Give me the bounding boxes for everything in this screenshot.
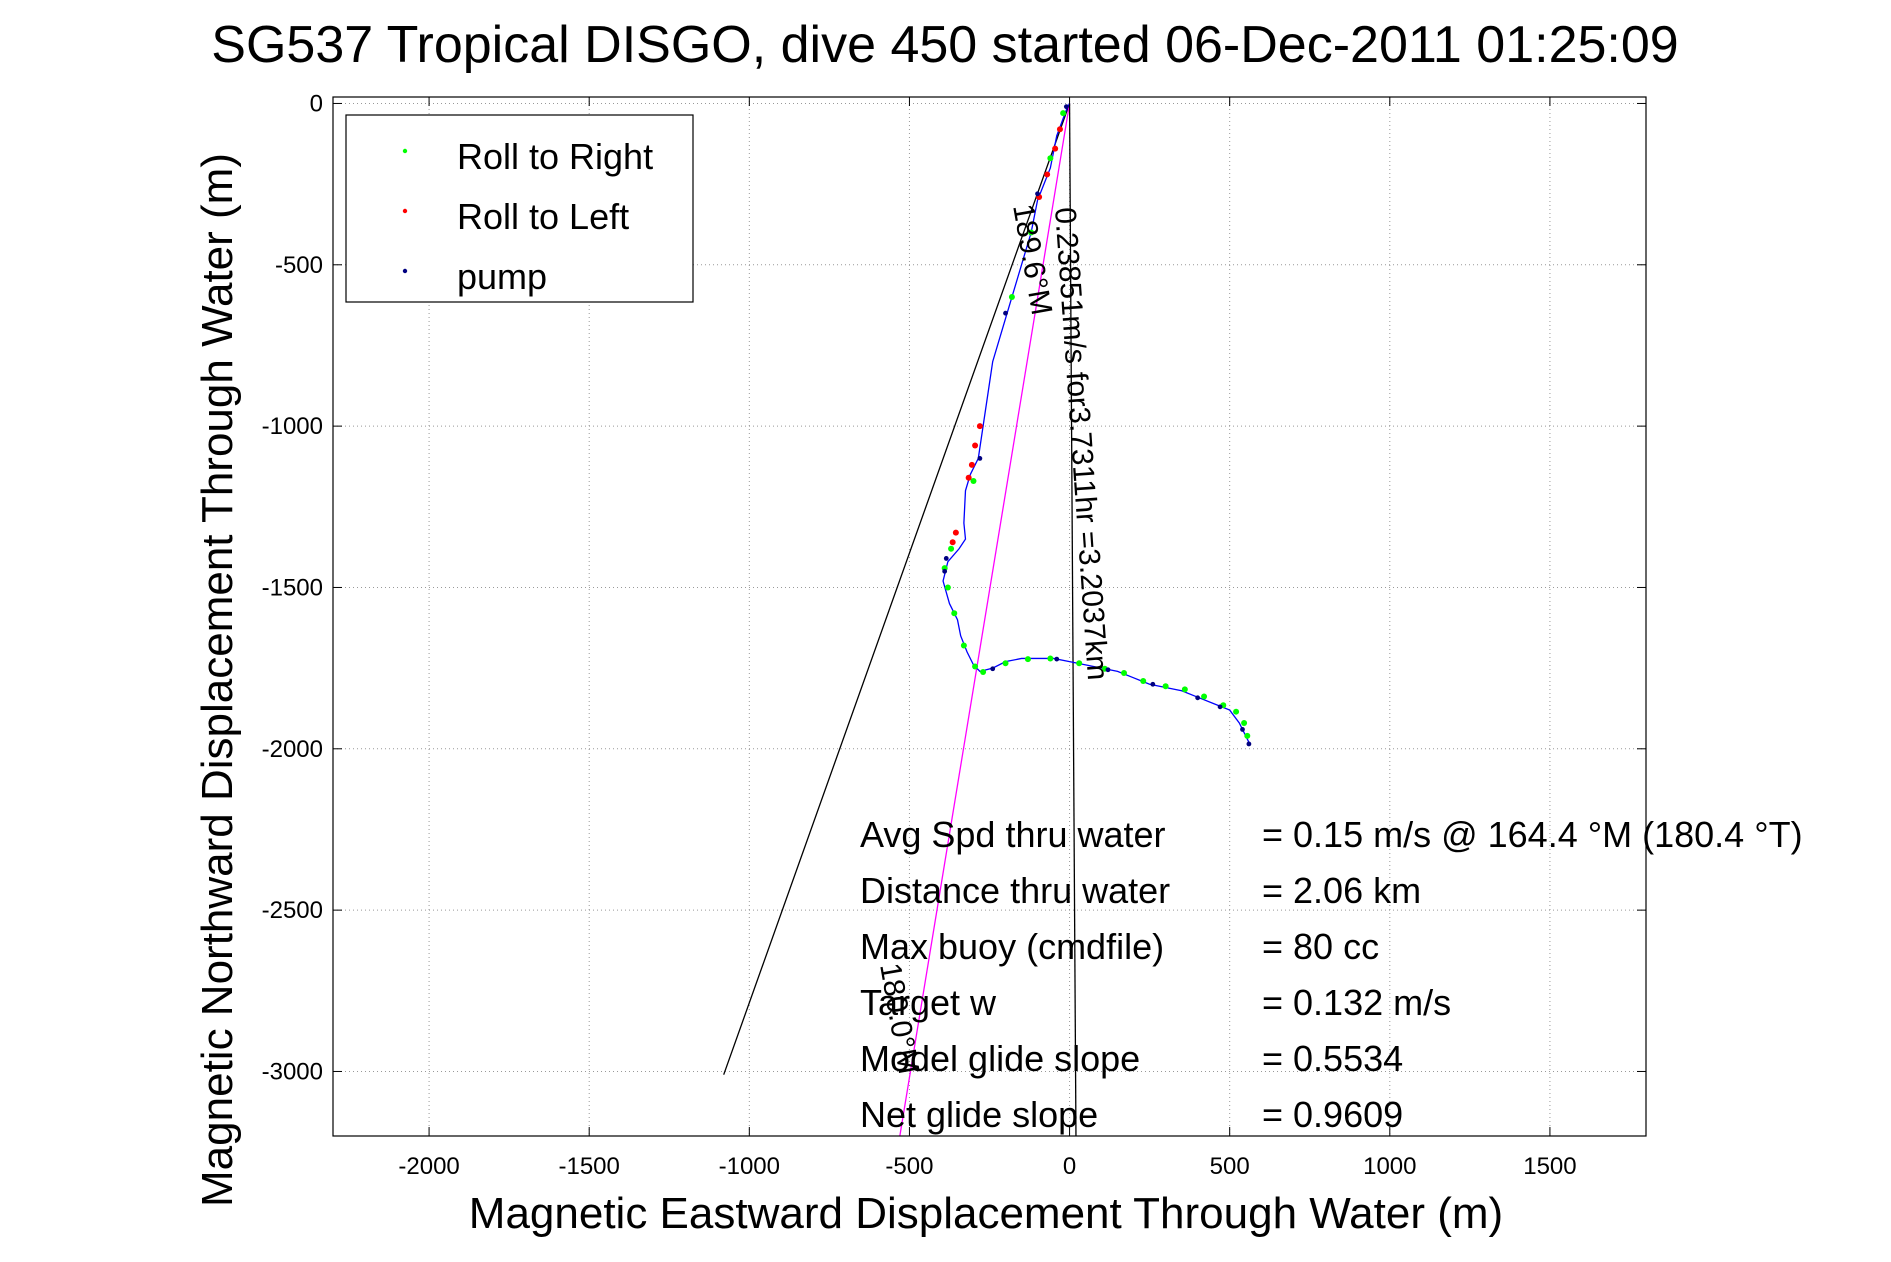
pump-point [1003,310,1008,316]
legend-label: Roll to Left [457,196,629,237]
roll-right-point [951,610,958,617]
roll-right-point [1121,669,1128,676]
roll-right-point [1233,708,1240,715]
roll-right-point [1060,110,1067,117]
roll-left-point [1044,171,1051,178]
legend-label: pump [457,256,547,297]
stats-box: Avg Spd thru water = 0.15 m/s @ 164.4 °M … [860,814,1803,1135]
roll-right-point [980,668,987,675]
stat-label: Avg Spd thru water [860,814,1166,855]
pump-point [977,455,983,461]
roll-right-point [1024,656,1031,663]
stat-label: Net glide slope [860,1094,1098,1135]
data-markers [941,104,1252,747]
y-tick-label: -500 [275,252,323,279]
roll-right-point [960,642,967,649]
stat-label: Distance thru water [860,870,1170,911]
roll-right-point [1047,655,1054,662]
roll-right-point [1047,155,1054,162]
legend-label: Roll to Right [457,136,653,177]
y-tick-label: -3000 [262,1058,323,1085]
pump-point [1035,191,1040,197]
y-tick-label: -1000 [262,413,323,440]
pump-point [1240,727,1245,732]
pump-point [1054,656,1060,662]
roll-right-point [948,545,955,552]
x-tick-label: 1500 [1523,1153,1576,1180]
x-tick-label: -500 [885,1153,933,1180]
roll-right-point [1241,719,1248,726]
vertical-line [1068,103,1077,1137]
roll-right-point [1181,686,1188,693]
roll-right-point [1140,678,1147,685]
roll-right-point [1002,660,1009,667]
stat-label: Model glide slope [860,1038,1140,1079]
x-tick-label: 0 [1063,1153,1076,1180]
roll-right-point [1201,693,1208,700]
roll-left-point [1052,145,1059,152]
legend-marker [402,148,408,154]
roll-left-point [968,461,975,468]
x-tick-label: -2000 [398,1153,459,1180]
y-tick-label: -1500 [262,574,323,601]
axes-frame [332,96,1647,1137]
legend-marker [402,268,408,274]
roll-left-point [976,423,983,430]
roll-right-point [944,584,951,591]
stat-value: = 0.15 m/s @ 164.4 °M (180.4 °T) [1262,814,1803,855]
stat-label: Target w [860,982,997,1023]
legend: Roll to Right Roll to Left pump [345,114,694,303]
roll-right-point [972,663,979,670]
pump-point [1150,681,1156,687]
pump-point [943,556,949,561]
roll-right-point [1008,294,1015,301]
y-tick-label: 0 [310,90,323,117]
roll-right-point [1076,660,1083,667]
pump-point [990,666,996,672]
pump-point [1217,704,1223,710]
roll-right-point [970,477,977,484]
guide-lines [723,103,1077,1137]
x-tick-label: -1500 [558,1153,619,1180]
roll-right-point [1028,229,1035,236]
y-tick-label: -2500 [262,897,323,924]
roll-left-point [1056,126,1063,133]
x-tick-labels: -2000 -1500 -1000 -500 0 500 1000 1500 [398,1153,1576,1180]
y-tick-label: -2000 [262,736,323,763]
stat-value: = 80 cc [1262,926,1379,967]
roll-right-point [1244,732,1251,739]
legend-marker [402,208,408,214]
roll-left-point [949,539,956,546]
x-tick-label: -1000 [719,1153,780,1180]
roll-left-point [965,474,972,481]
y-tick-labels: 0 -500 -1000 -1500 -2000 -2500 -3000 [262,90,323,1085]
roll-left-point [972,442,979,449]
stat-label: Max buoy (cmdfile) [860,926,1164,967]
current-line [899,103,1071,1137]
net-line [723,103,1071,1075]
roll-right-point [1162,683,1169,690]
pump-point [1246,741,1252,747]
roll-left-point [952,529,959,536]
stat-value: = 2.06 km [1262,870,1421,911]
stat-value: = 0.9609 [1262,1094,1403,1135]
x-tick-label: 500 [1210,1153,1250,1180]
pump-point [1195,695,1201,701]
dive-track [942,103,1250,743]
pump-point [942,568,948,574]
stat-value: = 0.5534 [1262,1038,1403,1079]
x-tick-label: 1000 [1363,1153,1416,1180]
pump-point [1063,104,1069,110]
axes-border [332,96,1647,1137]
chart-title: SG537 Tropical DISGO, dive 450 started 0… [211,16,1678,74]
y-axis-label: Magnetic Northward Displacement Through … [193,153,242,1207]
pump-point [1105,667,1111,673]
x-axis-label: Magnetic Eastward Displacement Through W… [469,1189,1503,1238]
dive-track-line [942,103,1250,743]
stat-value: = 0.132 m/s [1262,982,1451,1023]
